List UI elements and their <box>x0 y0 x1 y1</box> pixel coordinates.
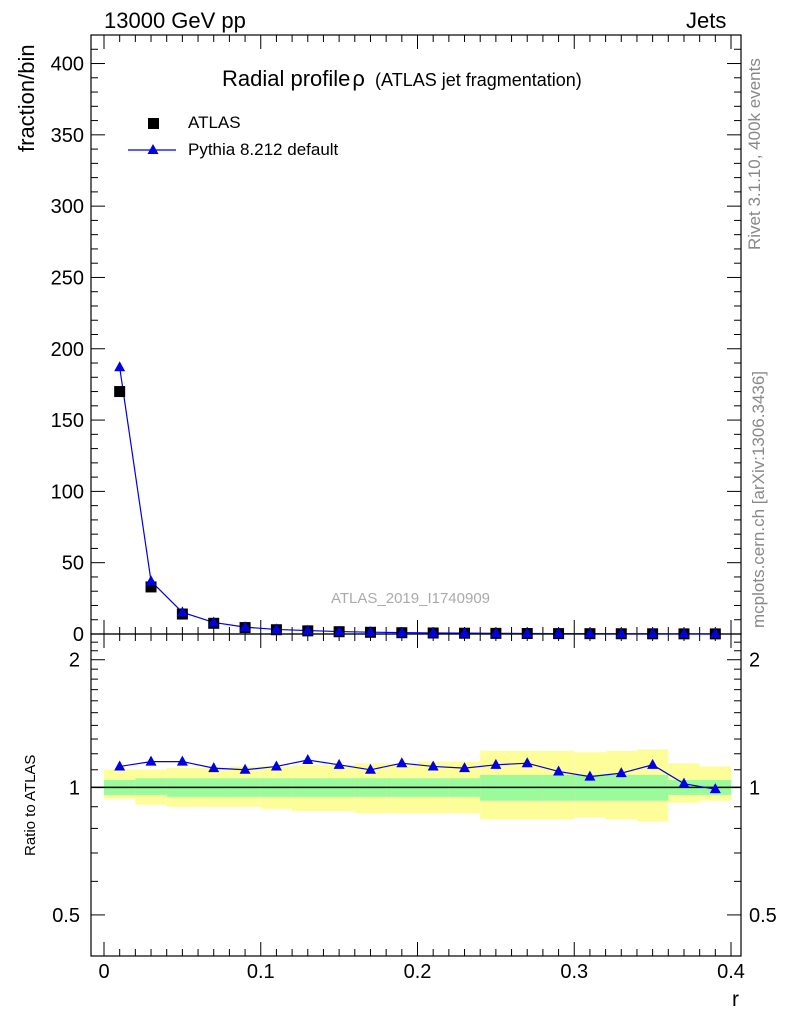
ratio-point <box>364 763 376 774</box>
ratio-point <box>521 757 533 768</box>
pythia-point <box>584 627 596 638</box>
pythia-point <box>364 626 376 637</box>
y-tick-label: 400 <box>51 54 84 76</box>
y-tick-label: 350 <box>51 125 84 147</box>
process-label: Jets <box>686 8 727 33</box>
ratio-y-tick-label: 0.5 <box>52 905 80 927</box>
ratio-point <box>709 783 721 794</box>
ratio-point <box>490 758 502 769</box>
ratio-y-tick-label: 1 <box>69 777 80 799</box>
y-tick-label: 200 <box>51 339 84 361</box>
pythia-point <box>302 624 314 635</box>
energy-label: 13000 GeV pp <box>104 8 246 33</box>
x-tick-label: 0.1 <box>247 961 275 983</box>
pythia-point <box>270 623 282 634</box>
ratio-point <box>333 758 345 769</box>
rivet-version-label: Rivet 3.1.10, 400k events <box>745 58 764 250</box>
ratio-point <box>302 754 314 765</box>
pythia-point <box>176 606 188 617</box>
chart-title: Radial profileρ (ATLAS jet fragmentation… <box>222 66 582 92</box>
atlas-point <box>145 581 157 593</box>
ratio-point <box>270 760 282 771</box>
ratio-y-axis-label: Ratio to ATLAS <box>22 754 39 856</box>
ratio-point <box>584 770 596 781</box>
ratio-series <box>114 754 721 794</box>
pythia-point <box>239 621 251 632</box>
ratio-y-tick-label: 2 <box>69 650 80 672</box>
legend-data-marker <box>148 118 159 129</box>
pythia-point <box>396 626 408 637</box>
ratio-point <box>459 762 471 773</box>
y-tick-label: 300 <box>51 196 84 218</box>
ratio-point <box>176 755 188 766</box>
ratio-point <box>678 777 690 788</box>
ratio-y-tick-label: 1 <box>749 777 760 799</box>
x-axis-label: r <box>732 988 739 1011</box>
legend-mc-marker <box>147 144 159 154</box>
ratio-y-tick-label: 0.5 <box>749 905 777 927</box>
ratio-y-tick-label: 2 <box>749 650 760 672</box>
chart-title-text: Radial profile <box>222 66 351 91</box>
ratio-point <box>208 762 220 773</box>
atlas-point <box>114 386 126 398</box>
pythia-point <box>333 625 345 636</box>
legend-label-atlas: ATLAS <box>188 113 241 132</box>
ratio-point <box>647 758 659 769</box>
chart-title-symbol: ρ <box>352 66 365 91</box>
pythia-point <box>490 627 502 638</box>
legend-markers <box>128 118 176 154</box>
pythia-point <box>145 575 157 586</box>
upper-series <box>114 361 721 640</box>
pythia-point <box>114 361 126 372</box>
x-tick-label: 0.3 <box>560 961 588 983</box>
y-tick-label: 250 <box>51 267 84 289</box>
pythia-point <box>521 627 533 638</box>
ratio-line <box>119 759 716 790</box>
pythia-point <box>459 627 471 638</box>
ratio-point <box>239 763 251 774</box>
x-tick-label: 0.4 <box>717 961 745 983</box>
ratio-bands <box>104 749 731 822</box>
pythia-point <box>553 627 565 638</box>
y-tick-label: 0 <box>73 624 84 646</box>
pythia-point <box>615 627 627 638</box>
y-tick-label: 100 <box>51 481 84 503</box>
source-label: mcplots.cern.ch [arXiv:1306.3436] <box>749 370 768 628</box>
tick-labels: 0 50 100 150 200 250 300 350 400 0 0.1 0.2 0.3 0.4 0.5… <box>51 54 777 983</box>
legend-label-pythia: Pythia 8.212 default <box>188 140 339 159</box>
pythia-point <box>427 626 439 637</box>
pythia-point <box>709 627 721 638</box>
y-tick-label: 50 <box>62 553 84 575</box>
ratio-point <box>396 757 408 768</box>
pythia-point <box>647 627 659 638</box>
pythia-point <box>208 616 220 627</box>
ratio-point <box>114 760 126 771</box>
lower-frame <box>90 633 742 957</box>
x-tick-label: 0 <box>98 961 109 983</box>
ratio-point <box>145 755 157 766</box>
axis-ticks <box>91 34 741 957</box>
x-tick-label: 0.2 <box>404 961 432 983</box>
chart-title-sub: (ATLAS jet fragmentation) <box>375 70 582 90</box>
upper-y-axis-label: fraction/bin <box>14 44 39 152</box>
pythia-point <box>678 627 690 638</box>
watermark: ATLAS_2019_I1740909 <box>331 590 491 607</box>
y-tick-label: 150 <box>51 410 84 432</box>
ratio-point <box>553 765 565 776</box>
ratio-point <box>427 760 439 771</box>
ratio-point <box>615 767 627 778</box>
